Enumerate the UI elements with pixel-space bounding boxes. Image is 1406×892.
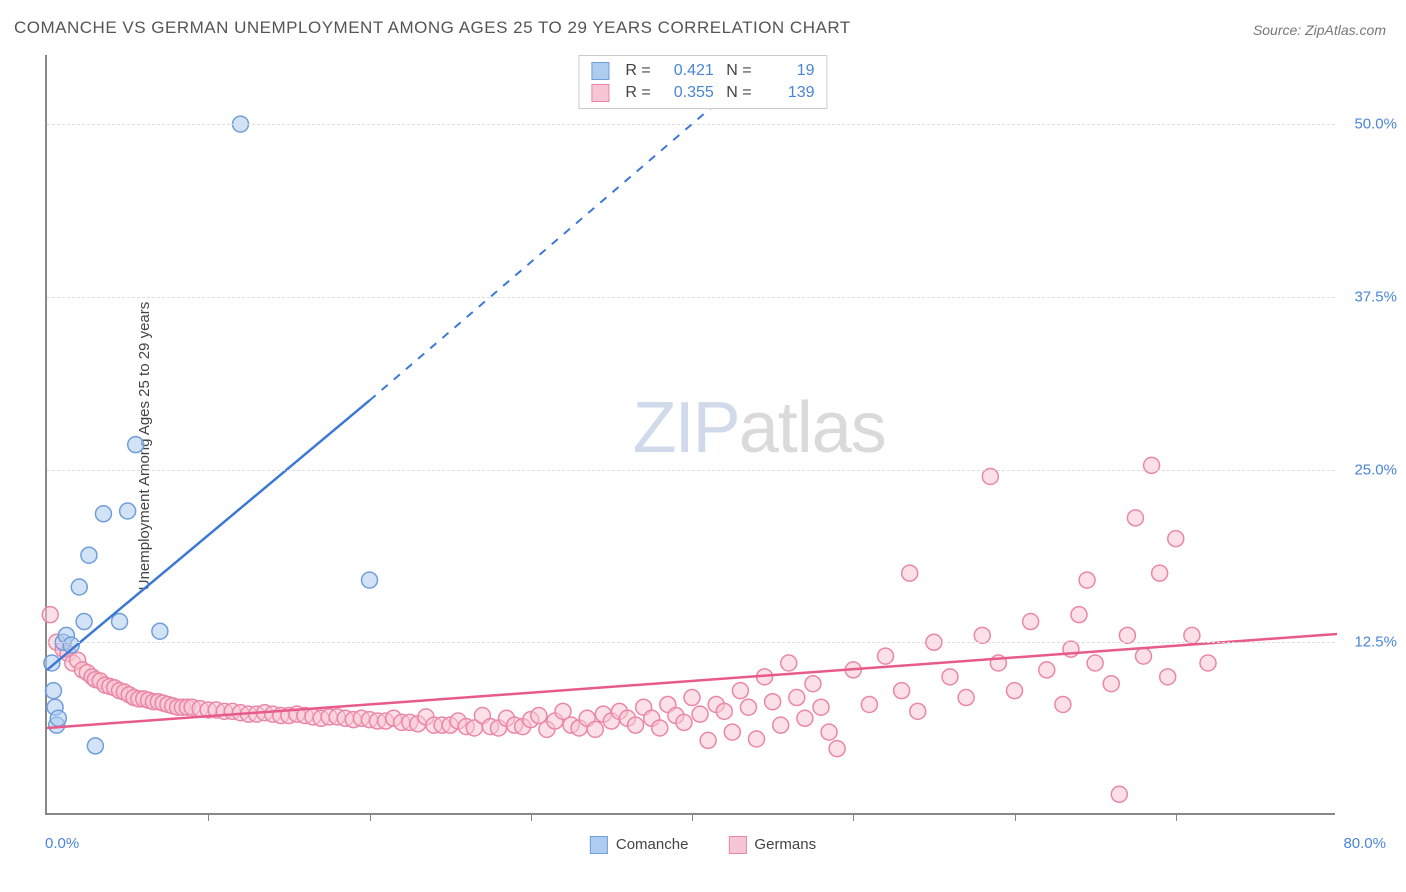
scatter-point bbox=[974, 627, 990, 643]
scatter-point bbox=[894, 683, 910, 699]
scatter-point bbox=[700, 732, 716, 748]
scatter-point bbox=[789, 690, 805, 706]
swatch-germans bbox=[591, 84, 609, 102]
x-tick bbox=[1015, 813, 1016, 821]
scatter-point bbox=[1184, 627, 1200, 643]
x-max-label: 80.0% bbox=[1343, 835, 1386, 852]
scatter-point bbox=[81, 547, 97, 563]
scatter-point bbox=[128, 437, 144, 453]
scatter-svg bbox=[47, 55, 1335, 813]
scatter-point bbox=[902, 565, 918, 581]
gridline-h bbox=[47, 470, 1335, 471]
chart-title: COMANCHE VS GERMAN UNEMPLOYMENT AMONG AG… bbox=[14, 18, 851, 38]
y-tick-label: 50.0% bbox=[1342, 116, 1397, 133]
x-tick bbox=[1176, 813, 1177, 821]
scatter-point bbox=[982, 468, 998, 484]
scatter-point bbox=[1079, 572, 1095, 588]
scatter-point bbox=[1127, 510, 1143, 526]
scatter-point bbox=[50, 710, 66, 726]
legend-item-germans: Germans bbox=[728, 836, 816, 854]
trend-line-extrapolated bbox=[370, 96, 725, 400]
scatter-point bbox=[781, 655, 797, 671]
y-tick-label: 12.5% bbox=[1342, 634, 1397, 651]
scatter-point bbox=[765, 694, 781, 710]
scatter-point bbox=[692, 706, 708, 722]
scatter-point bbox=[740, 699, 756, 715]
scatter-point bbox=[1136, 648, 1152, 664]
scatter-point bbox=[732, 683, 748, 699]
legend-item-comanche: Comanche bbox=[590, 836, 689, 854]
source-label: Source: ZipAtlas.com bbox=[1253, 22, 1386, 38]
scatter-point bbox=[76, 614, 92, 630]
scatter-point bbox=[1039, 662, 1055, 678]
scatter-point bbox=[71, 579, 87, 595]
scatter-point bbox=[773, 717, 789, 733]
scatter-point bbox=[1071, 607, 1087, 623]
scatter-point bbox=[362, 572, 378, 588]
scatter-point bbox=[749, 731, 765, 747]
gridline-h bbox=[47, 642, 1335, 643]
stats-row-germans: R =0.355 N =139 bbox=[591, 82, 814, 104]
scatter-point bbox=[724, 724, 740, 740]
scatter-point bbox=[676, 714, 692, 730]
scatter-point bbox=[1103, 676, 1119, 692]
scatter-point bbox=[821, 724, 837, 740]
gridline-h bbox=[47, 297, 1335, 298]
scatter-point bbox=[805, 676, 821, 692]
scatter-point bbox=[1160, 669, 1176, 685]
scatter-point bbox=[1144, 457, 1160, 473]
swatch-comanche bbox=[591, 62, 609, 80]
scatter-point bbox=[1007, 683, 1023, 699]
y-tick-label: 37.5% bbox=[1342, 288, 1397, 305]
scatter-point bbox=[152, 623, 168, 639]
x-tick bbox=[692, 813, 693, 821]
scatter-point bbox=[684, 690, 700, 706]
x-tick bbox=[853, 813, 854, 821]
scatter-point bbox=[1168, 531, 1184, 547]
bottom-legend: Comanche Germans bbox=[590, 836, 816, 854]
scatter-point bbox=[44, 655, 60, 671]
gridline-h bbox=[47, 124, 1335, 125]
scatter-point bbox=[716, 703, 732, 719]
scatter-point bbox=[45, 683, 61, 699]
x-tick bbox=[370, 813, 371, 821]
scatter-point bbox=[910, 703, 926, 719]
scatter-point bbox=[829, 741, 845, 757]
y-tick-label: 25.0% bbox=[1342, 461, 1397, 478]
scatter-point bbox=[1087, 655, 1103, 671]
scatter-point bbox=[1055, 696, 1071, 712]
scatter-point bbox=[1200, 655, 1216, 671]
x-tick bbox=[208, 813, 209, 821]
x-tick bbox=[531, 813, 532, 821]
x-min-label: 0.0% bbox=[45, 835, 79, 852]
scatter-point bbox=[958, 690, 974, 706]
scatter-point bbox=[42, 607, 58, 623]
scatter-point bbox=[1111, 786, 1127, 802]
scatter-point bbox=[95, 506, 111, 522]
scatter-point bbox=[861, 696, 877, 712]
scatter-point bbox=[587, 721, 603, 737]
scatter-point bbox=[112, 614, 128, 630]
scatter-point bbox=[1119, 627, 1135, 643]
scatter-point bbox=[652, 720, 668, 736]
scatter-point bbox=[87, 738, 103, 754]
stats-legend: R =0.421 N =19 R =0.355 N =139 bbox=[578, 55, 827, 109]
scatter-point bbox=[628, 717, 644, 733]
scatter-point bbox=[1152, 565, 1168, 581]
scatter-point bbox=[942, 669, 958, 685]
scatter-point bbox=[797, 710, 813, 726]
scatter-point bbox=[813, 699, 829, 715]
scatter-point bbox=[120, 503, 136, 519]
scatter-point bbox=[878, 648, 894, 664]
trend-line bbox=[47, 400, 370, 669]
stats-row-comanche: R =0.421 N =19 bbox=[591, 60, 814, 82]
plot-area: 12.5%25.0%37.5%50.0% bbox=[45, 55, 1335, 815]
scatter-point bbox=[1023, 614, 1039, 630]
